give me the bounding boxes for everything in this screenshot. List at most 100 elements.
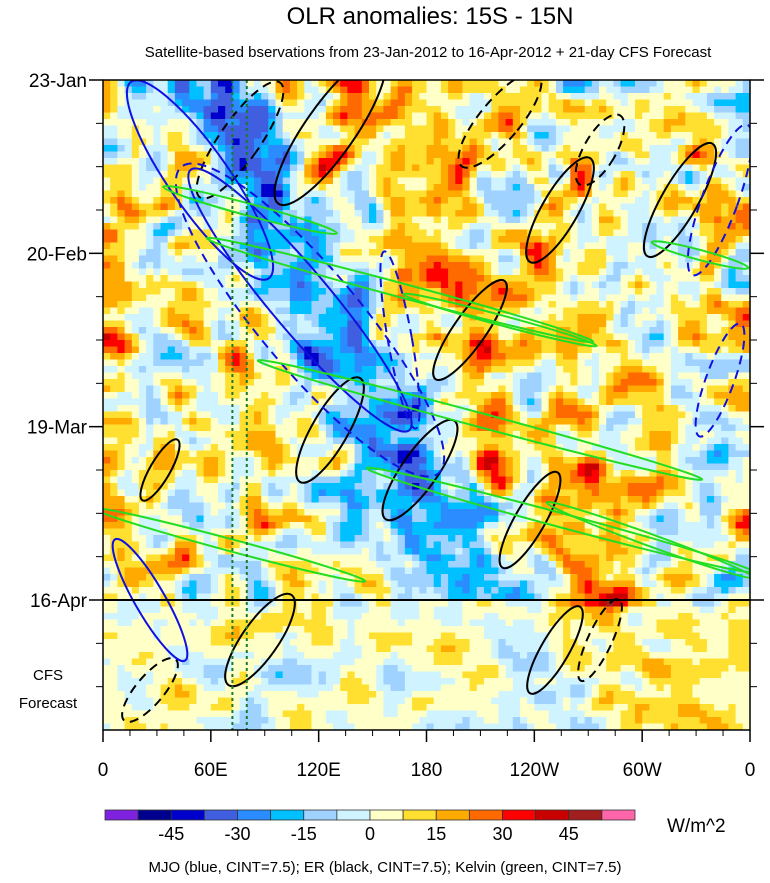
olr-cell — [555, 385, 564, 393]
olr-cell — [354, 333, 363, 341]
olr-cell — [491, 93, 499, 101]
olr-cell — [692, 132, 701, 140]
olr-cell — [584, 203, 593, 211]
olr-cell — [541, 372, 550, 380]
olr-cell — [160, 353, 169, 361]
olr-cell — [606, 223, 614, 231]
olr-cell — [333, 216, 341, 224]
olr-cell — [635, 158, 643, 166]
olr-cell — [361, 210, 370, 218]
olr-cell — [225, 314, 233, 322]
olr-cell — [455, 320, 464, 328]
olr-cell — [282, 411, 291, 419]
olr-cell — [678, 86, 686, 94]
olr-cell — [570, 190, 579, 198]
olr-cell — [311, 301, 320, 309]
olr-cell — [239, 333, 248, 341]
olr-cell — [297, 119, 305, 127]
olr-cell — [577, 119, 586, 127]
olr-cell — [138, 411, 147, 419]
olr-cell — [282, 249, 291, 257]
olr-cell — [347, 151, 356, 159]
olr-cell — [721, 151, 729, 159]
olr-cell — [721, 106, 729, 114]
olr-cell — [103, 301, 111, 309]
olr-cell — [584, 333, 593, 341]
olr-cell — [692, 249, 701, 257]
olr-cell — [174, 99, 183, 107]
olr-cell — [146, 392, 154, 400]
olr-cell — [318, 314, 327, 322]
olr-cell — [656, 203, 665, 211]
olr-cell — [218, 275, 226, 283]
olr-cell — [577, 164, 586, 172]
olr-cell — [577, 184, 586, 192]
olr-cell — [167, 346, 176, 354]
olr-cell — [404, 340, 413, 348]
olr-cell — [570, 151, 579, 159]
olr-cell — [203, 431, 212, 439]
olr-cell — [297, 385, 305, 393]
olr-cell — [670, 112, 679, 120]
olr-cell — [541, 99, 550, 107]
olr-cell — [555, 164, 564, 172]
olr-cell — [584, 307, 593, 315]
olr-cell — [210, 223, 219, 231]
olr-cell — [361, 145, 370, 153]
olr-cell — [325, 268, 334, 276]
olr-cell — [218, 320, 226, 328]
olr-cell — [369, 346, 377, 354]
olr-cell — [484, 398, 492, 406]
olr-cell — [548, 340, 557, 348]
olr-cell — [570, 203, 579, 211]
olr-cell — [541, 385, 550, 393]
olr-cell — [448, 99, 456, 107]
olr-cell — [203, 418, 212, 426]
olr-cell — [541, 327, 550, 335]
olr-cell — [512, 281, 521, 289]
olr-cell — [239, 405, 248, 413]
olr-cell — [570, 106, 579, 114]
olr-cell — [469, 392, 478, 400]
olr-cell — [404, 203, 413, 211]
olr-cell — [570, 86, 579, 94]
olr-cell — [318, 119, 327, 127]
olr-cell — [261, 320, 269, 328]
olr-cell — [146, 359, 154, 367]
olr-cell — [376, 106, 384, 114]
olr-cell — [218, 262, 226, 270]
olr-cell — [498, 405, 507, 413]
olr-cell — [304, 307, 313, 315]
olr-cell — [426, 151, 435, 159]
olr-cell — [340, 411, 348, 419]
olr-cell — [548, 210, 557, 218]
olr-cell — [656, 229, 665, 237]
olr-cell — [721, 327, 729, 335]
olr-cell — [182, 392, 190, 400]
olr-cell — [742, 255, 750, 263]
olr-cell — [613, 197, 622, 205]
olr-cell — [706, 346, 715, 354]
olr-cell — [548, 112, 557, 120]
olr-cell — [563, 93, 571, 101]
olr-cell — [397, 80, 406, 88]
olr-cell — [275, 93, 284, 101]
olr-cell — [354, 151, 363, 159]
olr-cell — [663, 431, 672, 439]
olr-cell — [728, 275, 737, 283]
olr-cell — [390, 294, 399, 302]
olr-cell — [232, 307, 241, 315]
olr-cell — [160, 210, 169, 218]
olr-cell — [462, 138, 471, 146]
olr-cell — [462, 268, 471, 276]
olr-cell — [534, 164, 543, 172]
olr-cell — [642, 372, 650, 380]
olr-cell — [448, 431, 456, 439]
olr-cell — [117, 158, 126, 166]
olr-cell — [390, 106, 399, 114]
olr-cell — [462, 314, 471, 322]
olr-cell — [275, 86, 284, 94]
olr-cell — [591, 190, 600, 198]
olr-cell — [685, 86, 694, 94]
olr-cell — [670, 145, 679, 153]
